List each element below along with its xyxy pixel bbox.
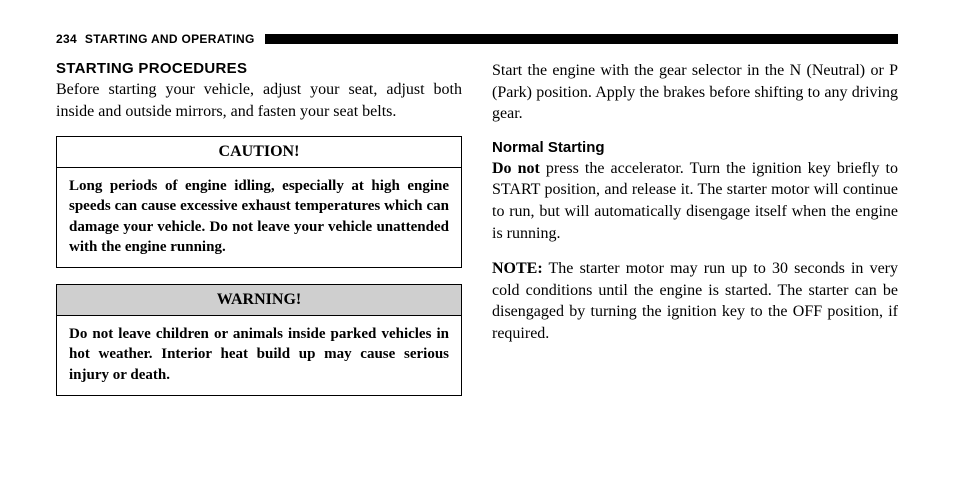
right-para-2: Do not press the accelerator. Turn the i… (492, 158, 898, 244)
caution-box: CAUTION! Long periods of engine idling, … (56, 136, 462, 268)
page-number: 234 (56, 32, 77, 46)
caution-title: CAUTION! (57, 137, 461, 168)
section-title: STARTING AND OPERATING (85, 32, 255, 46)
subheading-normal-starting: Normal Starting (492, 139, 898, 156)
right-para-2-rest: press the accelerator. Turn the ignition… (492, 160, 898, 242)
heading-starting-procedures: STARTING PROCEDURES (56, 60, 462, 77)
caution-body: Long periods of engine idling, especiall… (57, 168, 461, 267)
warning-title: WARNING! (57, 285, 461, 316)
intro-paragraph: Before starting your vehicle, adjust you… (56, 79, 462, 122)
page-header: 234 STARTING AND OPERATING (56, 32, 898, 46)
left-column: STARTING PROCEDURES Before starting your… (56, 60, 462, 412)
content-columns: STARTING PROCEDURES Before starting your… (56, 60, 898, 412)
header-rule (265, 34, 898, 44)
note-label: NOTE: (492, 260, 543, 277)
warning-body: Do not leave children or animals inside … (57, 316, 461, 395)
right-column: Start the engine with the gear selector … (492, 60, 898, 412)
note-paragraph: NOTE: The starter motor may run up to 30… (492, 258, 898, 344)
manual-page: 234 STARTING AND OPERATING STARTING PROC… (0, 0, 954, 500)
do-not-bold: Do not (492, 160, 540, 177)
right-para-1: Start the engine with the gear selector … (492, 60, 898, 125)
warning-box: WARNING! Do not leave children or animal… (56, 284, 462, 396)
note-body: The starter motor may run up to 30 secon… (492, 260, 898, 342)
